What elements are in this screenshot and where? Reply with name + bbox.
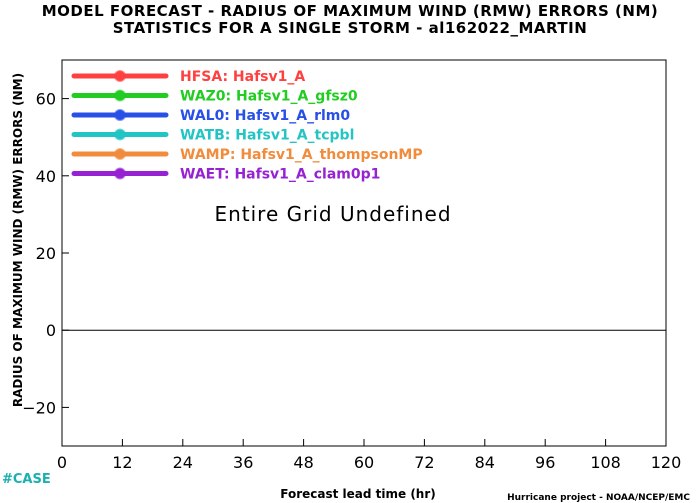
legend-item: WAET: Hafsv1_A_clam0p1 [71,167,380,183]
y-tick-label: 60 [36,90,56,109]
legend-marker [114,109,126,121]
x-tick-label: 60 [354,453,374,472]
undefined-grid-annotation: Entire Grid Undefined [214,202,451,226]
x-tick-label: 84 [475,453,495,472]
legend-label: WAZ0: Hafsv1_A_gfsz0 [180,89,358,105]
y-tick-label: 0 [46,321,56,340]
legend-item: HFSA: Hafsv1_A [71,69,305,85]
x-tick-label: 36 [233,453,253,472]
case-label: #CASE [2,472,51,487]
legend-item: WAL0: Hafsv1_A_rlm0 [71,108,350,124]
y-tick-label: 20 [36,244,56,263]
legend-item: WATB: Hafsv1_A_tcpbl [71,128,354,144]
x-tick-label: 0 [57,453,67,472]
y-axis-label: RADIUS OF MAXIMUM WIND (RMW) ERRORS (NM) [11,73,25,407]
plot-area [61,59,667,447]
legend-marker [114,89,126,102]
x-tick-label: 72 [414,453,434,472]
x-tick-label: 48 [293,453,313,472]
legend-label: WATB: Hafsv1_A_tcpbl [180,128,354,144]
x-tick-label: 120 [651,453,682,472]
legend-marker [114,128,126,141]
x-axis-label: Forecast lead time (hr) [280,487,436,501]
legend-item: WAMP: Hafsv1_A_thompsonMP [71,147,423,163]
chart-title: MODEL FORECAST - RADIUS OF MAXIMUM WIND … [41,2,659,20]
legend-label: WAL0: Hafsv1_A_rlm0 [180,108,350,124]
credit-text: Hurricane project - NOAA/NCEP/EMC [507,493,690,503]
legend-label: HFSA: Hafsv1_A [180,69,305,85]
x-axis: 0 12 24 36 48 60 72 84 96 108 120 [57,439,681,472]
x-tick-label: 12 [112,453,132,472]
chart-subtitle: STATISTICS FOR A SINGLE STORM - al162022… [112,19,588,37]
legend-item: WAZ0: Hafsv1_A_gfsz0 [71,89,358,105]
x-tick-label: 96 [535,453,555,472]
y-tick-label: 40 [36,167,56,186]
x-tick-label: 24 [173,453,193,472]
legend-label: WAMP: Hafsv1_A_thompsonMP [180,147,423,163]
legend-marker [114,70,126,82]
legend-marker [114,167,126,180]
plot-frame [61,59,667,447]
legend-marker [114,148,126,160]
y-tick-label: −20 [22,398,56,417]
x-tick-label: 108 [590,453,621,472]
legend-label: WAET: Hafsv1_A_clam0p1 [180,167,380,183]
legend: HFSA: Hafsv1_A WAZ0: Hafsv1_A_gfsz0 WAL0: … [71,69,423,183]
y-axis: −20 0 20 40 60 [22,90,69,417]
